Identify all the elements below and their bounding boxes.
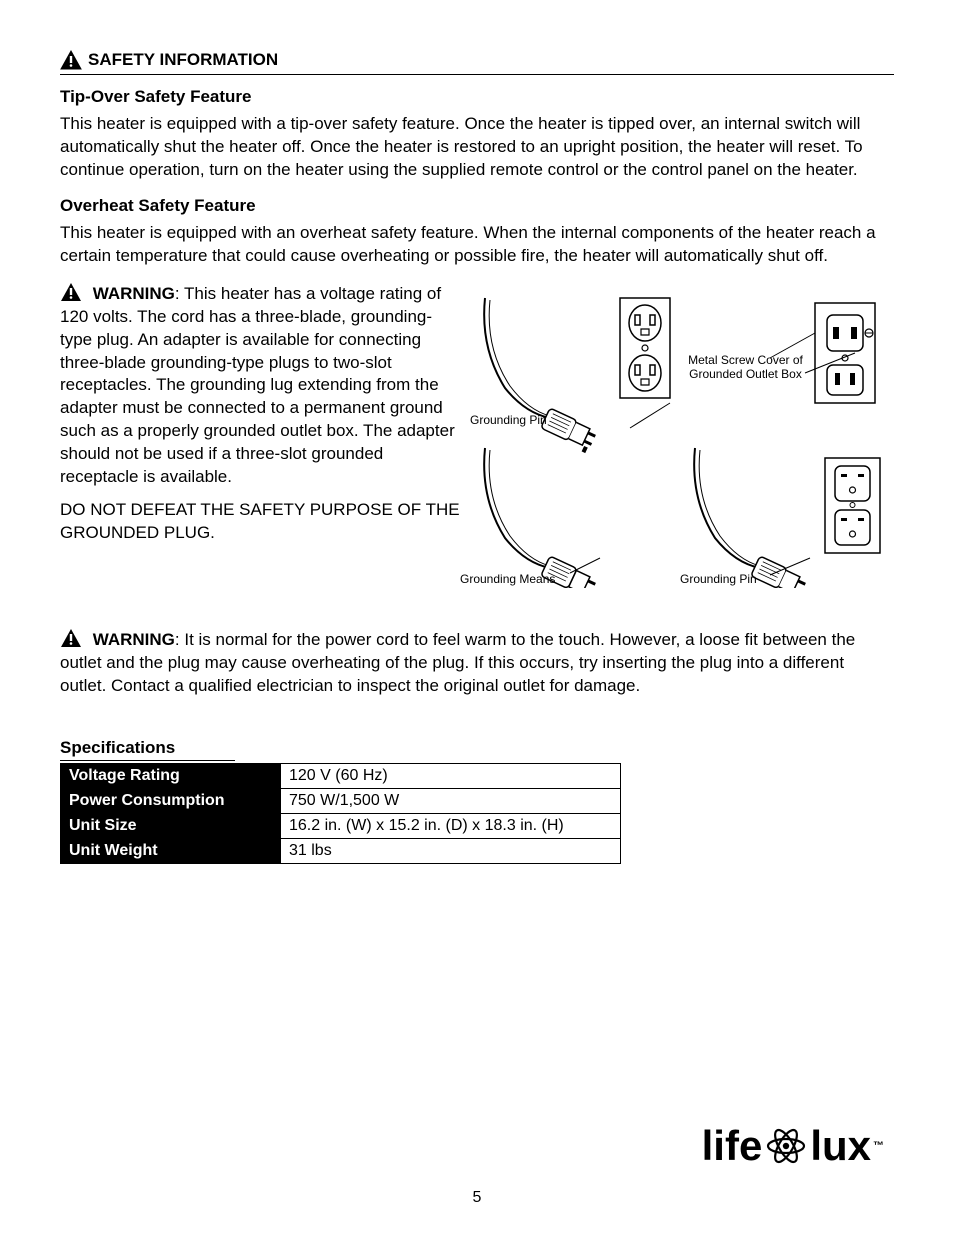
spec-label: Power Consumption xyxy=(61,788,281,813)
plug-diagram-svg xyxy=(470,288,890,588)
warning1-column: WARNING: This heater has a voltage ratin… xyxy=(60,282,460,588)
warning1-label: WARNING xyxy=(93,284,175,303)
specs-section: Specifications Voltage Rating 120 V (60 … xyxy=(60,708,894,864)
warning-triangle-icon xyxy=(60,50,82,70)
page: SAFETY INFORMATION Tip-Over Safety Featu… xyxy=(0,0,954,1235)
spec-value: 120 V (60 Hz) xyxy=(281,763,621,788)
label-grounding-pin: Grounding Pin xyxy=(470,413,547,427)
spec-label: Unit Weight xyxy=(61,838,281,863)
spec-value: 16.2 in. (W) x 15.2 in. (D) x 18.3 in. (… xyxy=(281,813,621,838)
warning1-caps: DO NOT DEFEAT THE SAFETY PURPOSE OF THE … xyxy=(60,499,460,545)
label-metal-screw: Metal Screw Cover of Grounded Outlet Box xyxy=(688,353,803,381)
table-row: Voltage Rating 120 V (60 Hz) xyxy=(61,763,621,788)
label-grounding-means: Grounding Means xyxy=(460,572,555,586)
warning1-paragraph: WARNING: This heater has a voltage ratin… xyxy=(60,282,460,489)
trademark-icon: ™ xyxy=(873,1140,884,1152)
warning2-label: WARNING xyxy=(93,630,175,649)
table-row: Unit Size 16.2 in. (W) x 15.2 in. (D) x … xyxy=(61,813,621,838)
warning-diagram-row: WARNING: This heater has a voltage ratin… xyxy=(60,282,894,588)
specs-table: Voltage Rating 120 V (60 Hz) Power Consu… xyxy=(60,763,621,864)
logo-text-1: life xyxy=(702,1122,763,1170)
table-row: Power Consumption 750 W/1,500 W xyxy=(61,788,621,813)
label-grounding-pin-2: Grounding Pin xyxy=(680,572,757,586)
brand-logo: life lux ™ xyxy=(702,1122,884,1170)
section-header: SAFETY INFORMATION xyxy=(60,50,894,75)
section-title: SAFETY INFORMATION xyxy=(88,50,278,70)
spec-label: Voltage Rating xyxy=(61,763,281,788)
page-number: 5 xyxy=(473,1189,482,1207)
spec-label: Unit Size xyxy=(61,813,281,838)
overheat-body: This heater is equipped with an overheat… xyxy=(60,222,894,268)
logo-text-2: lux xyxy=(810,1122,871,1170)
warning2-body: : It is normal for the power cord to fee… xyxy=(60,630,855,695)
diagram-column: Grounding Pin Metal Screw Cover of Groun… xyxy=(470,282,894,588)
tipover-body: This heater is equipped with a tip-over … xyxy=(60,113,894,182)
table-row: Unit Weight 31 lbs xyxy=(61,838,621,863)
spec-value: 750 W/1,500 W xyxy=(281,788,621,813)
tipover-heading: Tip-Over Safety Feature xyxy=(60,87,894,107)
warning-triangle-icon xyxy=(60,628,82,648)
warning2-paragraph: WARNING: It is normal for the power cord… xyxy=(60,628,894,698)
warning1-body: : This heater has a voltage rating of 12… xyxy=(60,284,455,487)
plug-diagrams: Grounding Pin Metal Screw Cover of Groun… xyxy=(470,288,894,588)
spec-value: 31 lbs xyxy=(281,838,621,863)
warning-triangle-icon xyxy=(60,282,82,302)
overheat-heading: Overheat Safety Feature xyxy=(60,196,894,216)
atom-icon xyxy=(764,1124,808,1168)
specs-title: Specifications xyxy=(60,738,235,761)
